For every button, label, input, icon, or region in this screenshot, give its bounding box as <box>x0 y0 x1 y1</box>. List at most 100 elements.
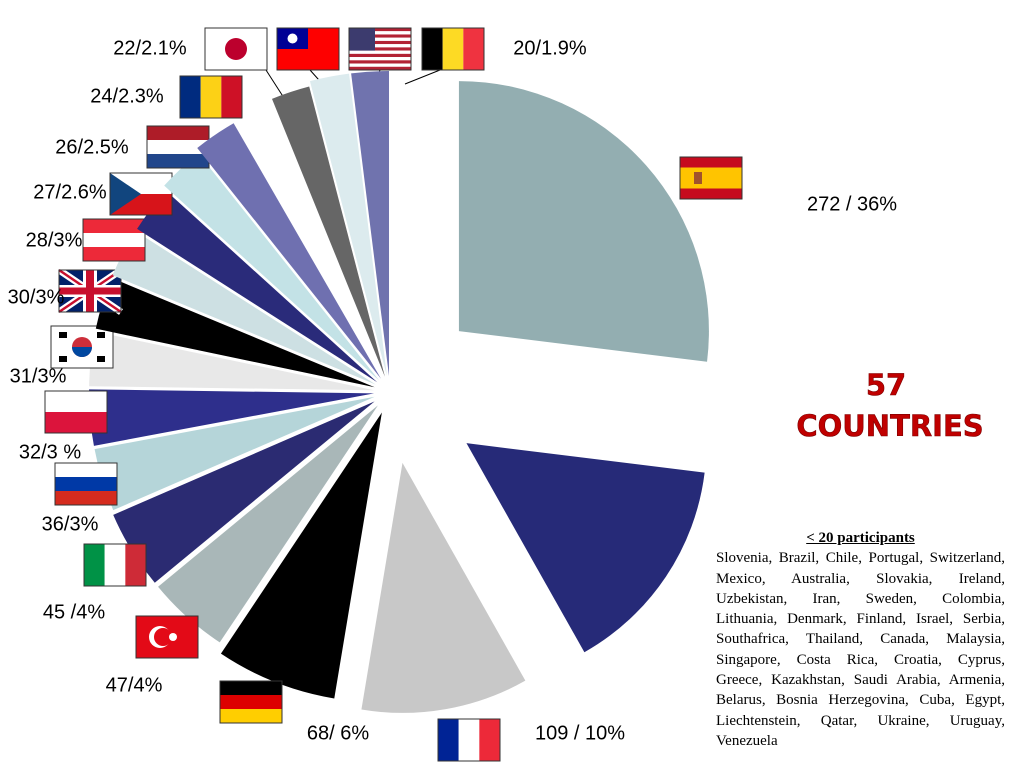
flag-border <box>58 269 122 313</box>
flag-border <box>44 390 108 434</box>
flag-stripe <box>349 40 411 45</box>
value-label: 45 /4% <box>43 601 105 623</box>
flag <box>179 75 243 119</box>
flag-stripe <box>349 66 411 70</box>
flag <box>54 462 118 506</box>
pie-slice <box>271 86 385 377</box>
flag-stripe <box>55 477 117 491</box>
pie-slice <box>95 277 375 388</box>
flag-stripe <box>221 76 242 118</box>
flag <box>679 156 743 200</box>
flag-stripe <box>349 31 411 35</box>
flag-stripe <box>458 719 480 761</box>
flag-stripe <box>349 63 411 67</box>
value-label: 28/3% <box>26 229 83 251</box>
flag-stripe <box>479 719 500 761</box>
flag-stripe <box>83 219 145 233</box>
flag <box>204 27 268 71</box>
pie-slice <box>351 71 390 377</box>
flag <box>146 125 210 169</box>
flag-stripe <box>349 34 411 38</box>
pie-slice <box>94 396 375 511</box>
flag-stripe <box>680 167 742 189</box>
flag-border <box>54 462 118 506</box>
value-label: 109 / 10% <box>535 722 625 744</box>
flag-stripe <box>442 28 464 70</box>
flag-stripe <box>680 157 742 168</box>
flag-stripe <box>422 28 443 70</box>
value-label: 26/2.5% <box>55 136 129 158</box>
flag-border <box>679 156 743 200</box>
flag-stripe <box>55 491 117 505</box>
value-label: 68/ 6% <box>307 722 369 744</box>
flag <box>109 172 173 216</box>
value-label: 27/2.6% <box>33 181 107 203</box>
flag-stripe <box>349 44 411 48</box>
flag-stripe <box>349 50 411 54</box>
pie-slice <box>466 443 705 653</box>
flag-stripe <box>45 412 107 433</box>
flag-emblem <box>225 38 247 60</box>
flag-stripe <box>83 247 145 261</box>
pie-slice <box>89 331 375 391</box>
flag-emblem <box>59 332 67 338</box>
flag-border <box>179 75 243 119</box>
flag-emblem <box>349 28 375 51</box>
flag-stripe <box>349 60 411 64</box>
pie-slice <box>361 462 526 713</box>
note-title: < 20 participants <box>806 530 915 546</box>
annotation: COUNTRIES <box>796 409 983 443</box>
flag-stripe <box>84 544 105 586</box>
flag-emblem <box>110 173 141 215</box>
value-label: 47/4% <box>106 674 163 696</box>
value-label: 32/3 % <box>19 441 81 463</box>
flag <box>348 27 412 71</box>
flag-stripe <box>147 140 209 154</box>
flag-border <box>421 27 485 71</box>
flag-stripe <box>438 719 459 761</box>
flag-stripe <box>349 47 411 51</box>
flag-stripe <box>125 544 146 586</box>
value-label: 30/3% <box>8 286 65 308</box>
note-text: Slovenia, Brazil, Chile, Portugal, Switz… <box>716 550 1005 749</box>
value-label: 272 / 36% <box>807 193 897 215</box>
note: < 20 participants Slovenia, Brazil, Chil… <box>716 528 1005 751</box>
pie-slice <box>137 190 378 383</box>
flag <box>82 218 146 262</box>
flag <box>135 615 199 659</box>
flag <box>57 267 123 315</box>
flag-stripe <box>83 233 145 247</box>
flag-border <box>50 325 114 369</box>
flag-stripe <box>180 76 201 118</box>
pie-slice <box>197 123 381 379</box>
flag-border <box>348 27 412 71</box>
pie-slice <box>164 153 380 381</box>
flag-border <box>135 615 199 659</box>
value-label: 31/3% <box>10 365 67 387</box>
flag <box>83 543 147 587</box>
flag-stripe <box>680 188 742 199</box>
flag <box>437 718 501 762</box>
flag-stripe <box>104 544 126 586</box>
value-label: 36/3% <box>42 513 99 535</box>
flag-border <box>83 543 147 587</box>
flag-emblem <box>97 332 105 338</box>
pie-slice <box>89 389 375 446</box>
annotation: 57 <box>866 368 906 402</box>
flag <box>276 27 340 71</box>
flag-stripe <box>45 391 107 412</box>
flag-border <box>109 172 173 216</box>
flag-emblem <box>154 628 172 646</box>
value-label: 22/2.1% <box>113 37 187 59</box>
flag-stripe <box>349 53 411 58</box>
flag <box>44 390 108 434</box>
flag-emblem <box>86 270 94 312</box>
flag-stripe <box>220 695 282 709</box>
value-label: 24/2.3% <box>90 85 164 107</box>
flag-stripe <box>200 76 222 118</box>
flag-emblem <box>287 33 298 44</box>
flag-stripe <box>220 681 282 695</box>
flag-stripe <box>220 709 282 723</box>
value-label: 20/1.9% <box>513 37 587 59</box>
